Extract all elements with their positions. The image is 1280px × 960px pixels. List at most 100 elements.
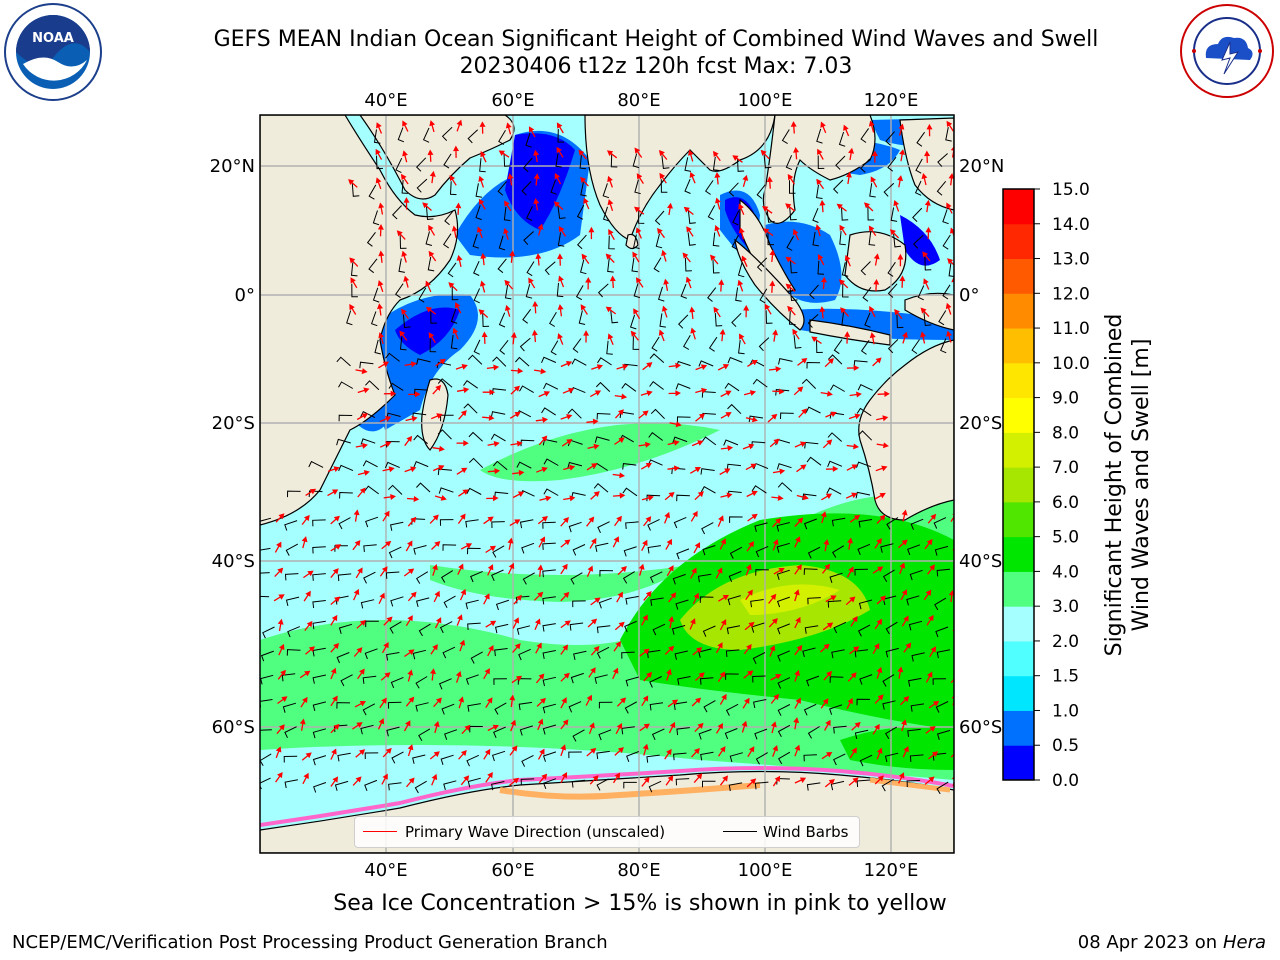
wave-direction-arrow bbox=[330, 544, 342, 552]
wind-barb bbox=[443, 233, 452, 249]
wind-barb bbox=[806, 361, 821, 369]
wave-direction-arrows bbox=[273, 119, 954, 788]
wave-direction-arrow bbox=[847, 537, 853, 550]
wave-direction-arrow bbox=[302, 772, 309, 785]
title-line-1: GEFS MEAN Indian Ocean Significant Heigh… bbox=[213, 27, 1099, 52]
wave-direction-arrow bbox=[614, 621, 625, 631]
wind-barb bbox=[728, 182, 739, 197]
wave-direction-arrow bbox=[946, 330, 952, 343]
wind-barb bbox=[763, 154, 772, 169]
wave-direction-arrow bbox=[635, 277, 644, 288]
wave-direction-arrow bbox=[667, 465, 680, 472]
wind-barb bbox=[467, 354, 483, 365]
wind-barb bbox=[596, 646, 610, 659]
wind-barb bbox=[738, 340, 745, 355]
wave-direction-arrow bbox=[719, 775, 729, 786]
wind-barb bbox=[778, 751, 791, 765]
wind-barb bbox=[856, 407, 872, 417]
wave-direction-arrow bbox=[560, 516, 570, 527]
wind-barb bbox=[338, 414, 353, 422]
wind-barb bbox=[735, 287, 742, 302]
wave-direction-arrow bbox=[873, 253, 880, 266]
wind-barb bbox=[492, 545, 505, 558]
wave-direction-arrow bbox=[480, 150, 487, 163]
wave-direction-arrow bbox=[682, 252, 691, 263]
wind-barb bbox=[750, 599, 764, 608]
wind-barb bbox=[285, 543, 299, 556]
wave-direction-arrow bbox=[422, 202, 432, 211]
wind-barb bbox=[857, 384, 873, 391]
colorbar-segment bbox=[1003, 328, 1034, 364]
wind-barb bbox=[676, 494, 690, 502]
wave-direction-arrow bbox=[407, 516, 417, 527]
wind-barb bbox=[942, 234, 951, 250]
wind-barb bbox=[633, 283, 641, 299]
wave-direction-arrow bbox=[927, 513, 937, 524]
wave-direction-arrow bbox=[665, 775, 674, 786]
wave-direction-arrow bbox=[950, 750, 954, 758]
wind-barb bbox=[602, 183, 610, 199]
wind-barb bbox=[724, 728, 738, 740]
wave-direction-arrow bbox=[875, 465, 888, 472]
colorbar-tick-label: 1.5 bbox=[1052, 667, 1079, 687]
wind-barb bbox=[626, 751, 639, 762]
wind-barb bbox=[948, 262, 954, 277]
wave-direction-arrow bbox=[457, 513, 466, 524]
wind-barb bbox=[786, 235, 794, 251]
wave-direction-arrow bbox=[719, 693, 727, 705]
wave-direction-arrow bbox=[927, 751, 939, 760]
wind-barb bbox=[542, 521, 556, 529]
wave-direction-arrow bbox=[275, 746, 282, 759]
wind-barb bbox=[633, 234, 640, 249]
wind-barb bbox=[702, 545, 716, 556]
wave-direction-arrow bbox=[378, 332, 385, 345]
wave-direction-arrow bbox=[924, 199, 931, 213]
wave-direction-arrow bbox=[794, 744, 801, 757]
wave-direction-arrow bbox=[820, 643, 830, 653]
wind-barb bbox=[788, 311, 796, 325]
wave-direction-arrow bbox=[612, 492, 626, 499]
colorbar-segment bbox=[1003, 710, 1034, 746]
wind-barb bbox=[702, 625, 716, 637]
wave-direction-arrow bbox=[718, 279, 725, 292]
wave-direction-arrow bbox=[900, 696, 910, 706]
wave-direction-arrow bbox=[920, 307, 930, 318]
wind-barb bbox=[368, 258, 378, 274]
wave-direction-arrow bbox=[432, 384, 442, 395]
wind-barb bbox=[610, 153, 618, 168]
wave-direction-arrow bbox=[403, 275, 410, 288]
wind-barb bbox=[887, 156, 897, 172]
wave-direction-arrow bbox=[379, 441, 392, 448]
wind-barb bbox=[831, 517, 846, 527]
wind-barb bbox=[413, 434, 428, 445]
wave-direction-arrow bbox=[533, 368, 547, 375]
wave-direction-arrow bbox=[538, 391, 551, 398]
wind-barb bbox=[359, 361, 374, 369]
wind-barb bbox=[610, 309, 619, 324]
wind-barb bbox=[860, 340, 870, 355]
wave-direction-arrow bbox=[770, 721, 777, 734]
wind-barb bbox=[308, 490, 323, 498]
wave-direction-arrow bbox=[869, 305, 876, 318]
wave-direction-arrow bbox=[851, 721, 861, 731]
wind-barb bbox=[414, 388, 428, 396]
wave-direction-arrow bbox=[396, 230, 406, 240]
wind-barb bbox=[542, 676, 557, 687]
wave-direction-arrow bbox=[558, 226, 567, 237]
wind-barb bbox=[777, 623, 790, 635]
wave-direction-arrow bbox=[846, 364, 860, 371]
wind-barb bbox=[841, 312, 848, 327]
wave-direction-arrow bbox=[811, 336, 822, 345]
wave-direction-arrow bbox=[785, 203, 796, 212]
wave-direction-arrow bbox=[668, 390, 681, 397]
wave-direction-arrow bbox=[330, 776, 339, 787]
wind-barb bbox=[402, 314, 411, 329]
wind-barb bbox=[649, 676, 662, 688]
wind-barb bbox=[286, 649, 301, 656]
wave-direction-arrow bbox=[378, 202, 385, 215]
wind-barb bbox=[673, 752, 687, 761]
wave-direction-arrow bbox=[836, 203, 847, 212]
wind-barb bbox=[579, 155, 587, 170]
wave-direction-arrow bbox=[330, 643, 340, 653]
wind-barb bbox=[812, 208, 819, 223]
